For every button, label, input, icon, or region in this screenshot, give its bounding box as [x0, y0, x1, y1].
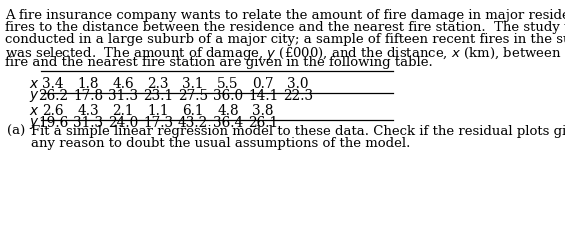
Text: $y$: $y$ — [29, 115, 39, 130]
Text: (a): (a) — [7, 124, 25, 137]
Text: 0.7: 0.7 — [252, 77, 274, 91]
Text: 3.8: 3.8 — [252, 104, 274, 118]
Text: $x$: $x$ — [29, 104, 39, 118]
Text: any reason to doubt the usual assumptions of the model.: any reason to doubt the usual assumption… — [31, 136, 411, 149]
Text: 4.3: 4.3 — [77, 104, 99, 118]
Text: 17.3: 17.3 — [143, 115, 173, 129]
Text: 3.1: 3.1 — [182, 77, 204, 91]
Text: 43.2: 43.2 — [178, 115, 208, 129]
Text: conducted in a large suburb of a major city; a sample of fifteen recent fires in: conducted in a large suburb of a major c… — [5, 32, 565, 46]
Text: 26.1: 26.1 — [248, 115, 278, 129]
Text: 2.1: 2.1 — [112, 104, 134, 118]
Text: fire and the nearest fire station are given in the following table.: fire and the nearest fire station are gi… — [5, 56, 433, 69]
Text: 2.6: 2.6 — [42, 104, 64, 118]
Text: 6.1: 6.1 — [182, 104, 204, 118]
Text: Fit a simple linear regression model to these data. Check if the residual plots : Fit a simple linear regression model to … — [31, 124, 565, 137]
Text: 23.1: 23.1 — [143, 89, 173, 102]
Text: 4.6: 4.6 — [112, 77, 134, 91]
Text: 26.2: 26.2 — [38, 89, 68, 102]
Text: 3.0: 3.0 — [287, 77, 308, 91]
Text: 5.5: 5.5 — [218, 77, 239, 91]
Text: 2.3: 2.3 — [147, 77, 169, 91]
Text: 19.6: 19.6 — [38, 115, 68, 129]
Text: 1.1: 1.1 — [147, 104, 169, 118]
Text: 31.3: 31.3 — [108, 89, 138, 102]
Text: 36.0: 36.0 — [213, 89, 243, 102]
Text: 1.8: 1.8 — [77, 77, 99, 91]
Text: 24.0: 24.0 — [108, 115, 138, 129]
Text: was selected.  The amount of damage, $y$ (£000), and the distance, $x$ (km), bet: was selected. The amount of damage, $y$ … — [5, 44, 565, 61]
Text: 17.8: 17.8 — [73, 89, 103, 102]
Text: 36.4: 36.4 — [213, 115, 243, 129]
Text: 3.4: 3.4 — [42, 77, 64, 91]
Text: 27.5: 27.5 — [178, 89, 208, 102]
Text: 14.1: 14.1 — [248, 89, 278, 102]
Text: 31.3: 31.3 — [73, 115, 103, 129]
Text: 4.8: 4.8 — [217, 104, 239, 118]
Text: A fire insurance company wants to relate the amount of fire damage in major resi: A fire insurance company wants to relate… — [5, 9, 565, 22]
Text: $x$: $x$ — [29, 77, 39, 91]
Text: fires to the distance between the residence and the nearest fire station.  The s: fires to the distance between the reside… — [5, 21, 565, 34]
Text: $y$: $y$ — [29, 89, 39, 104]
Text: 22.3: 22.3 — [283, 89, 313, 102]
